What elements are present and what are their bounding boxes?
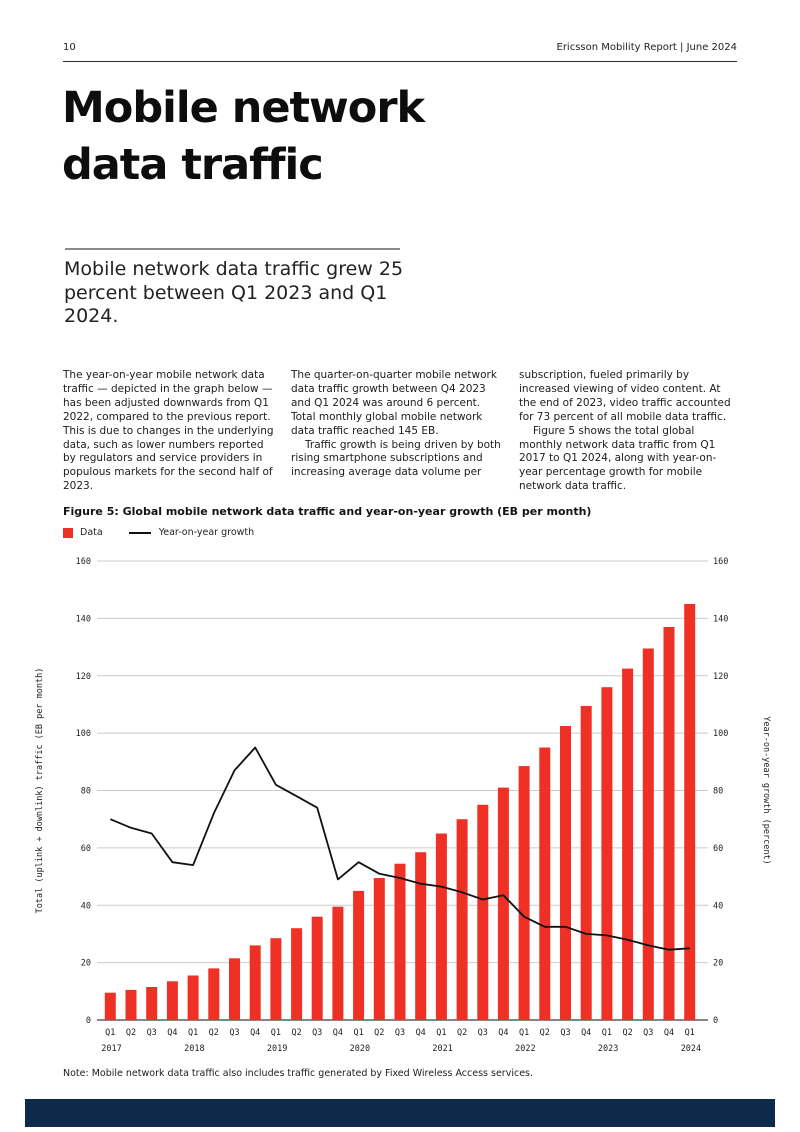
svg-text:Q4: Q4: [167, 1028, 177, 1038]
svg-text:Q2: Q2: [622, 1028, 632, 1038]
svg-text:2024: 2024: [681, 1044, 701, 1054]
svg-text:Q2: Q2: [209, 1028, 219, 1038]
svg-text:Q1: Q1: [602, 1028, 612, 1038]
header-title: Ericsson Mobility Report | June 2024: [556, 42, 738, 53]
svg-text:20: 20: [81, 959, 91, 969]
svg-text:Q4: Q4: [250, 1028, 260, 1038]
svg-text:2020: 2020: [350, 1044, 370, 1054]
svg-text:140: 140: [76, 614, 91, 624]
svg-text:20: 20: [713, 959, 723, 969]
page-title: Mobile network data traffic: [62, 80, 542, 194]
svg-text:100: 100: [713, 729, 728, 739]
svg-text:2019: 2019: [267, 1044, 287, 1054]
svg-text:Q2: Q2: [540, 1028, 550, 1038]
svg-text:140: 140: [713, 614, 728, 624]
page-title-line1: Mobile network: [62, 83, 425, 133]
svg-text:Q3: Q3: [147, 1028, 157, 1038]
svg-text:2018: 2018: [184, 1044, 204, 1054]
svg-text:Q1: Q1: [188, 1028, 198, 1038]
subtitle-rule: [65, 248, 400, 250]
svg-text:Q3: Q3: [478, 1028, 488, 1038]
svg-text:120: 120: [76, 672, 91, 682]
page-number: 10: [63, 42, 76, 53]
svg-text:Q4: Q4: [416, 1028, 426, 1038]
svg-text:0: 0: [713, 1016, 718, 1026]
svg-text:Q1: Q1: [271, 1028, 281, 1038]
svg-text:80: 80: [81, 787, 91, 797]
chart-legend: Data Year-on-year growth: [63, 527, 254, 538]
paragraph: The quarter-on-quarter mobile network da…: [291, 369, 497, 437]
paragraph: The year-on-year mobile network data tra…: [63, 369, 274, 493]
svg-text:2023: 2023: [598, 1044, 618, 1054]
body-column-3: subscription, fueled primarily by increa…: [519, 369, 734, 494]
svg-text:Q2: Q2: [457, 1028, 467, 1038]
svg-text:Q3: Q3: [229, 1028, 239, 1038]
svg-text:Q3: Q3: [312, 1028, 322, 1038]
body-column-2: The quarter-on-quarter mobile network da…: [291, 369, 506, 480]
svg-text:100: 100: [76, 729, 91, 739]
svg-text:Q4: Q4: [333, 1028, 343, 1038]
svg-text:160: 160: [713, 557, 728, 567]
paragraph: subscription, fueled primarily by increa…: [519, 369, 731, 423]
svg-text:Q1: Q1: [685, 1028, 695, 1038]
svg-text:Q3: Q3: [643, 1028, 653, 1038]
svg-text:Total (uplink + downlink) traf: Total (uplink + downlink) traffic (EB pe…: [35, 668, 45, 914]
svg-text:Q3: Q3: [395, 1028, 405, 1038]
figure-caption: Figure 5: Global mobile network data tra…: [63, 505, 592, 518]
svg-text:Q4: Q4: [498, 1028, 508, 1038]
page-title-line2: data traffic: [62, 140, 324, 190]
svg-text:Q1: Q1: [436, 1028, 446, 1038]
svg-text:40: 40: [81, 901, 91, 911]
svg-text:Q4: Q4: [581, 1028, 591, 1038]
svg-text:Year-on-year growth (percent): Year-on-year growth (percent): [761, 716, 771, 864]
svg-text:Q1: Q1: [353, 1028, 363, 1038]
svg-text:Q2: Q2: [374, 1028, 384, 1038]
paragraph: Traffic growth is being driven by both r…: [291, 438, 501, 479]
paragraph: Figure 5 shows the total global monthly …: [519, 424, 717, 493]
legend-bar-label: Data: [80, 527, 103, 538]
svg-text:160: 160: [76, 557, 91, 567]
svg-text:Q1: Q1: [105, 1028, 115, 1038]
legend-line-swatch-icon: [128, 531, 151, 534]
figure-note: Note: Mobile network data traffic also i…: [63, 1068, 534, 1079]
svg-text:60: 60: [713, 844, 723, 854]
svg-text:2021: 2021: [432, 1044, 452, 1054]
svg-text:120: 120: [713, 672, 728, 682]
svg-text:2017: 2017: [101, 1044, 121, 1054]
header-rule: [63, 61, 737, 62]
svg-text:Q1: Q1: [519, 1028, 529, 1038]
svg-text:2022: 2022: [515, 1044, 535, 1054]
footer-bar: [25, 1099, 775, 1127]
svg-text:0: 0: [86, 1016, 91, 1026]
body-column-1: The year-on-year mobile network data tra…: [63, 369, 278, 494]
svg-text:Q2: Q2: [291, 1028, 301, 1038]
svg-text:Q4: Q4: [664, 1028, 674, 1038]
svg-text:80: 80: [713, 787, 723, 797]
subtitle: Mobile network data traffic grew 25 perc…: [64, 258, 404, 327]
svg-text:60: 60: [81, 844, 91, 854]
legend-bar-swatch-icon: [63, 527, 73, 538]
legend-line-label: Year-on-year growth: [158, 527, 255, 538]
svg-text:Q3: Q3: [560, 1028, 570, 1038]
svg-text:Q2: Q2: [126, 1028, 136, 1038]
svg-text:40: 40: [713, 901, 723, 911]
